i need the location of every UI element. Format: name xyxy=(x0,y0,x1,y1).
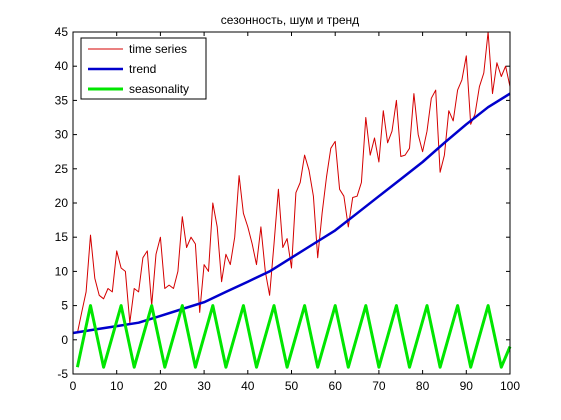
x-tick-label-7: 70 xyxy=(372,379,386,393)
series-line-seasonality xyxy=(75,304,512,369)
chart-title: сезонность, шум и тренд xyxy=(221,13,359,27)
series-line-time-series xyxy=(76,31,511,334)
y-tick-label-9: 40 xyxy=(55,59,69,73)
y-tick-label-2: 5 xyxy=(61,299,68,313)
x-tick-label-8: 80 xyxy=(416,379,430,393)
x-tick-label-2: 20 xyxy=(154,379,168,393)
y-tick-label-7: 30 xyxy=(55,128,69,142)
legend-label-trend: trend xyxy=(129,62,156,76)
plot-frame xyxy=(72,31,511,375)
y-tick-label-4: 15 xyxy=(55,230,69,244)
x-tick-label-10: 100 xyxy=(500,379,520,393)
y-tick-label-6: 25 xyxy=(55,162,69,176)
x-tick-label-5: 50 xyxy=(285,379,299,393)
series-layer xyxy=(72,31,512,369)
y-tick-label-0: -5 xyxy=(57,367,68,381)
x-tick-label-3: 30 xyxy=(197,379,211,393)
legend-label-time-series: time series xyxy=(129,42,187,56)
axis-ticks: 0 10 20 30 40 50 60 70 80 90 100-50510152025303540… xyxy=(55,25,521,393)
x-tick-label-0: 0 xyxy=(70,379,77,393)
y-tick-label-8: 35 xyxy=(55,93,69,107)
legend-label-seasonality: seasonality xyxy=(129,82,189,96)
series-line-trend xyxy=(72,92,511,335)
y-tick-label-5: 20 xyxy=(55,196,69,210)
x-tick-label-9: 90 xyxy=(460,379,474,393)
y-tick-label-10: 45 xyxy=(55,25,69,39)
y-tick-label-1: 0 xyxy=(61,333,68,347)
y-tick-label-3: 10 xyxy=(55,264,69,278)
legend: time series trend seasonality xyxy=(80,37,207,100)
x-tick-label-1: 10 xyxy=(110,379,124,393)
x-tick-label-4: 40 xyxy=(241,379,255,393)
x-tick-label-6: 60 xyxy=(329,379,343,393)
